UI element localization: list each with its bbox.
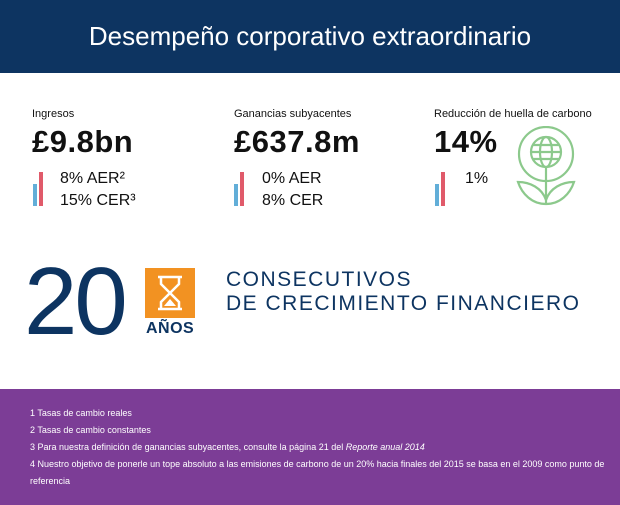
bar-chart-icon [435, 172, 449, 206]
hourglass-icon [145, 268, 195, 318]
metric-value: £9.8bn [32, 124, 134, 159]
metric-growth-aer: 0% AER [262, 170, 322, 187]
metric-growth-value: 1% [465, 170, 489, 187]
milestone-unit: AÑOS [146, 320, 195, 337]
footnote-3-report-title: Reporte anual 2014 [345, 442, 425, 452]
metric-underlying-profit: Ganancias subyacentes £637.8m [234, 108, 360, 160]
metric-value: £637.8m [234, 124, 360, 159]
page-title: Desempeño corporativo extraordinario [88, 21, 532, 51]
footnote-3: 3 Para nuestra definición de ganancias s… [30, 439, 620, 456]
metric-label: Reducción de huella de carbono [434, 108, 592, 120]
metric-label: Ingresos [32, 108, 75, 120]
milestone-line-1: CONSECUTIVOS [226, 268, 413, 291]
metric-revenue: Ingresos £9.8bn [32, 108, 133, 160]
metric-value: 14% [434, 124, 498, 159]
metric-growth-cer: 8% CER [262, 192, 324, 209]
header-banner: Desempeño corporativo extraordinario [0, 0, 620, 73]
globe-plant-icon [516, 126, 576, 206]
metric-growth: 1% [465, 168, 488, 190]
footnote-4: 4 Nuestro objetivo de ponerle un tope ab… [30, 459, 605, 486]
metric-growth: 8% AER² 15% CER³ [60, 168, 136, 212]
footnote-2: 2 Tasas de cambio constantes [30, 425, 151, 435]
footnotes-panel: 1 Tasas de cambio reales 2 Tasas de camb… [0, 389, 620, 505]
metric-growth-aer: 8% AER² [60, 170, 125, 187]
bar-chart-icon [33, 172, 47, 206]
metric-label: Ganancias subyacentes [234, 108, 352, 120]
metric-growth: 0% AER 8% CER [262, 168, 323, 212]
footnote-3-text: 3 Para nuestra definición de ganancias s… [30, 442, 346, 452]
milestone-number: 20 [24, 248, 128, 355]
metric-growth-cer: 15% CER³ [60, 192, 136, 209]
milestone-text: CONSECUTIVOS DE CRECIMIENTO FINANCIERO [226, 268, 580, 316]
metric-carbon-reduction: Reducción de huella de carbono 14% [434, 108, 592, 160]
footnote-1: 1 Tasas de cambio reales [30, 408, 132, 418]
milestone-line-2: DE CRECIMIENTO FINANCIERO [226, 292, 581, 315]
bar-chart-icon [234, 172, 248, 206]
